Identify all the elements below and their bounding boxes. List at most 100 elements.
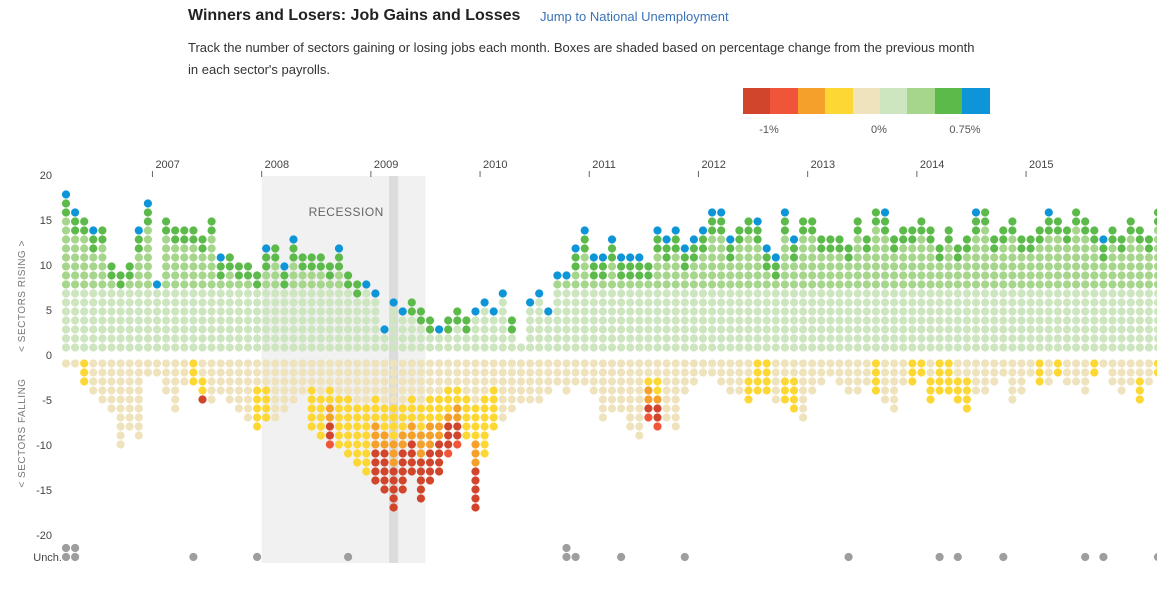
rising-dot <box>526 316 535 325</box>
falling-dot <box>890 368 899 377</box>
rising-dot <box>890 343 899 352</box>
falling-dot <box>453 377 462 386</box>
rising-dot <box>689 316 699 325</box>
rising-dot <box>1090 298 1099 307</box>
rising-dot <box>926 298 935 307</box>
falling-dot <box>344 377 353 386</box>
falling-dot <box>353 377 362 386</box>
rising-dot <box>926 262 935 271</box>
rising-dot <box>207 343 216 352</box>
rising-dot <box>899 253 908 262</box>
rising-dot <box>71 289 80 298</box>
rising-dot <box>890 316 899 325</box>
rising-dot <box>216 280 225 289</box>
falling-dot <box>198 377 207 386</box>
rising-dot <box>98 226 107 235</box>
rising-dot <box>80 271 89 280</box>
falling-dot <box>480 440 489 449</box>
falling-dot <box>416 458 425 467</box>
rising-dot <box>334 253 344 262</box>
falling-dot <box>817 377 826 386</box>
falling-dot <box>571 377 580 386</box>
rising-dot <box>626 325 635 334</box>
falling-dot <box>626 413 635 422</box>
falling-dot <box>480 413 489 422</box>
rising-dot <box>225 271 234 280</box>
rising-dot <box>544 307 553 316</box>
falling-dot <box>935 377 944 386</box>
rising-dot <box>698 334 708 343</box>
rising-dot <box>1090 262 1099 271</box>
rising-dot <box>580 253 589 262</box>
falling-dot <box>380 386 389 395</box>
rising-dot <box>908 235 917 244</box>
falling-dot <box>908 368 917 377</box>
rising-dot <box>107 289 116 298</box>
rising-dot <box>1126 226 1135 235</box>
rising-dot <box>962 316 972 325</box>
falling-dot <box>280 359 289 368</box>
falling-dot <box>580 377 589 386</box>
rising-dot <box>1135 289 1144 298</box>
rising-dot <box>225 307 234 316</box>
jump-to-unemployment-link[interactable]: Jump to National Unemployment <box>540 9 729 24</box>
rising-dot <box>862 280 871 289</box>
rising-dot <box>1008 262 1017 271</box>
rising-dot <box>817 316 826 325</box>
falling-dot <box>125 386 134 395</box>
rising-dot <box>298 343 307 352</box>
falling-dot <box>380 449 389 458</box>
rising-dot <box>962 280 972 289</box>
rising-dot <box>1135 271 1144 280</box>
rising-dot <box>280 316 289 325</box>
rising-dot <box>698 262 708 271</box>
unchanged-dot <box>953 552 962 562</box>
rising-dot <box>1090 316 1099 325</box>
rising-dot <box>289 271 298 280</box>
falling-dot <box>780 377 790 386</box>
rising-dot <box>835 271 844 280</box>
rising-dot <box>507 325 516 334</box>
falling-dot <box>435 413 444 422</box>
rising-dot <box>1035 226 1044 235</box>
falling-dot <box>1026 359 1035 368</box>
falling-dot <box>344 386 353 395</box>
rising-dot <box>1072 271 1081 280</box>
rising-dot <box>1144 307 1153 316</box>
rising-dot <box>780 280 790 289</box>
rising-dot <box>143 280 152 289</box>
rising-dot <box>61 298 71 307</box>
rising-dot <box>871 235 881 244</box>
rising-dot <box>580 226 589 235</box>
falling-dot <box>489 386 498 395</box>
rising-dot <box>1135 244 1144 253</box>
rising-dot <box>1062 343 1072 352</box>
rising-dot <box>935 343 944 352</box>
rising-dot <box>125 280 134 289</box>
falling-dot <box>425 386 435 395</box>
rising-dot <box>926 334 935 343</box>
rising-dot <box>225 262 234 271</box>
rising-dot <box>1062 316 1072 325</box>
falling-dot <box>935 359 944 368</box>
rising-dot <box>662 271 671 280</box>
rising-dot <box>953 280 962 289</box>
falling-dot <box>598 368 608 377</box>
rising-dot <box>1117 298 1126 307</box>
rising-dot <box>981 253 990 262</box>
falling-dot <box>808 359 817 368</box>
falling-dot <box>662 359 671 368</box>
falling-dot <box>416 449 425 458</box>
rising-dot <box>1035 289 1044 298</box>
rising-dot <box>708 334 717 343</box>
rising-dot <box>1072 208 1081 217</box>
rising-dot <box>526 307 535 316</box>
falling-dot <box>617 377 626 386</box>
rising-dot <box>307 343 316 352</box>
rising-dot <box>1090 334 1099 343</box>
rising-dot <box>1053 253 1062 262</box>
falling-dot <box>780 368 790 377</box>
rising-dot <box>134 253 143 262</box>
rising-dot <box>890 325 899 334</box>
rising-dot <box>717 235 726 244</box>
